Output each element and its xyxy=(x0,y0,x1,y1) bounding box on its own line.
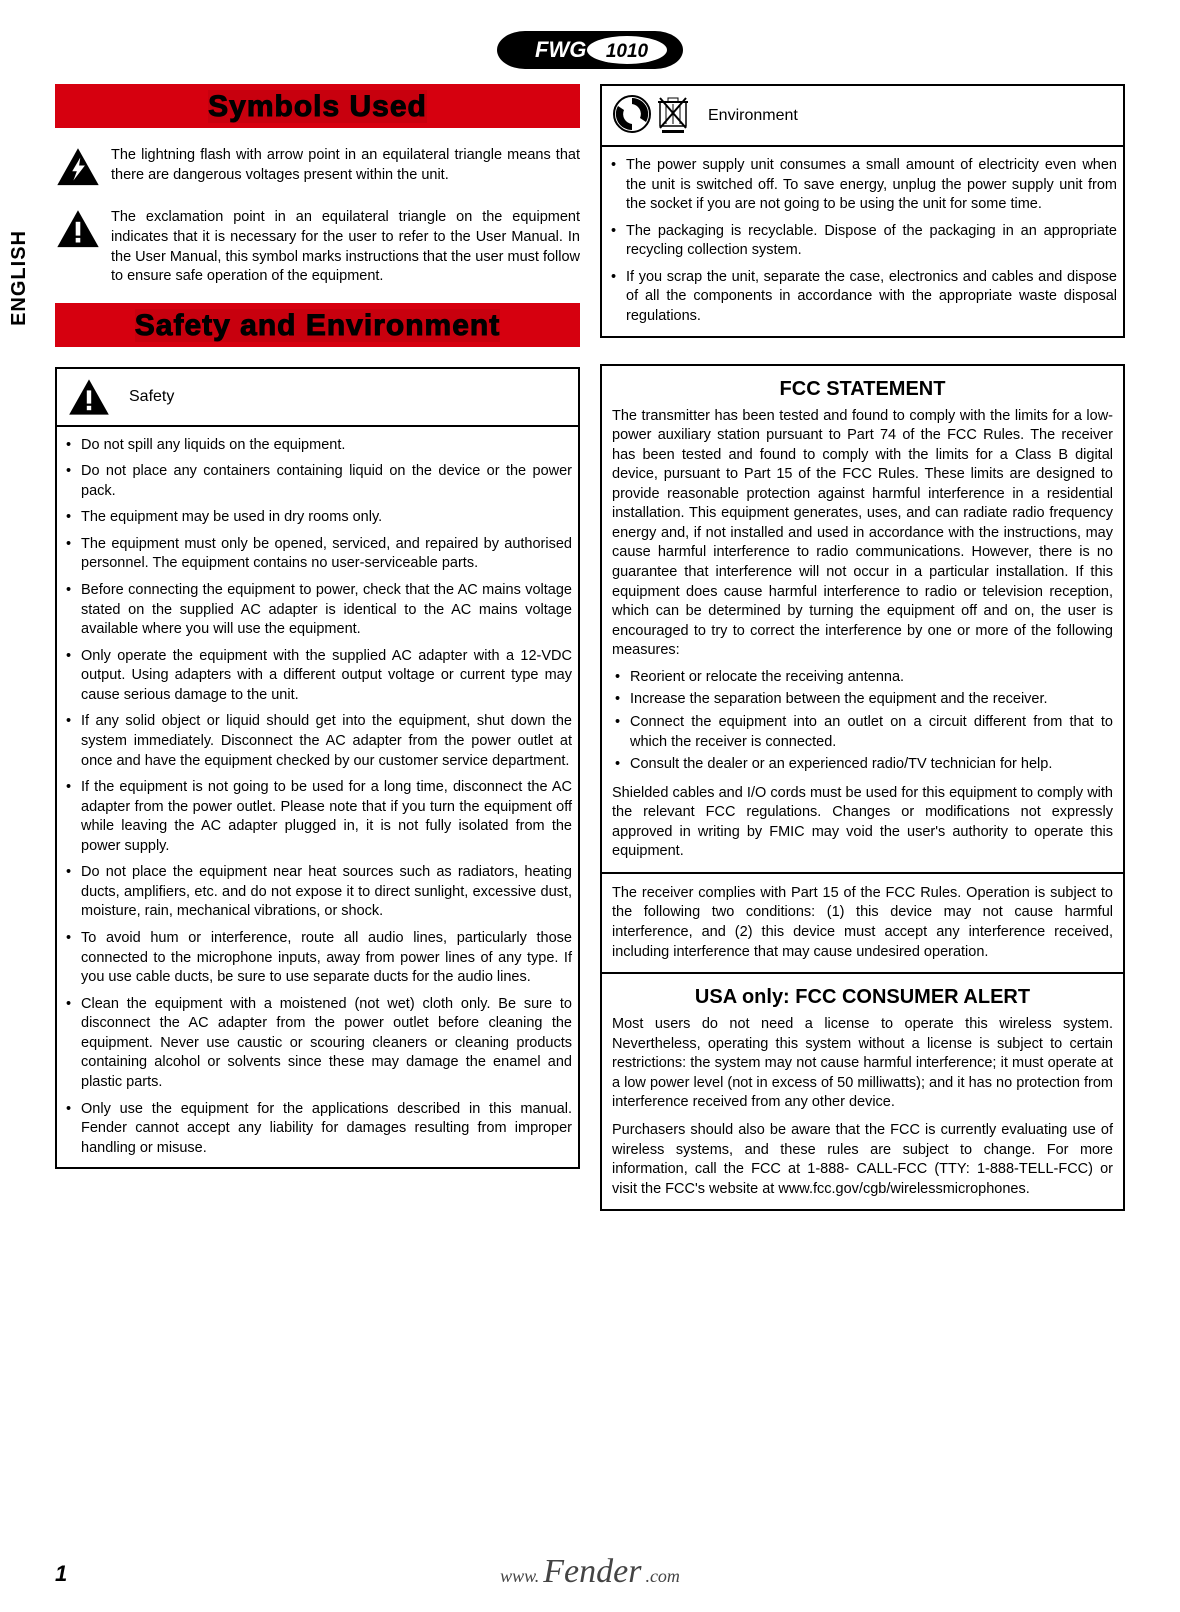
list-item: Before connecting the equipment to power… xyxy=(63,581,572,640)
svg-text:1010: 1010 xyxy=(606,41,649,62)
list-item: The packaging is recyclable. Dispose of … xyxy=(608,222,1117,261)
footer-url: www. Fender .com xyxy=(500,1558,680,1587)
fcc-alert-title: USA only: FCC CONSUMER ALERT xyxy=(612,982,1113,1013)
list-item: If the equipment is not going to be used… xyxy=(63,778,572,856)
list-item: Clean the equipment with a moistened (no… xyxy=(63,995,572,1093)
list-item: Reorient or relocate the receiving anten… xyxy=(612,668,1113,688)
list-item: Do not place the equipment near heat sou… xyxy=(63,863,572,922)
fcc-alert-2: Purchasers should also be aware that the… xyxy=(612,1115,1113,1201)
symbols-used-heading: Symbols Used xyxy=(55,84,580,128)
list-item: Only operate the equipment with the supp… xyxy=(63,647,572,706)
page-number: 1 xyxy=(55,1561,67,1587)
recycle-icon xyxy=(612,94,652,137)
fcc-box: FCC STATEMENT The transmitter has been t… xyxy=(600,364,1125,1212)
list-item: Consult the dealer or an experienced rad… xyxy=(612,755,1113,775)
model-logo: FWG 1010 xyxy=(495,30,685,70)
language-side-label: ENGLISH xyxy=(8,230,31,326)
lightning-description: The lightning flash with arrow point in … xyxy=(111,146,580,185)
safety-env-heading: Safety and Environment xyxy=(55,303,580,347)
safety-box: Safety Do not spill any liquids on the e… xyxy=(55,367,580,1170)
exclaim-triangle-icon xyxy=(67,377,111,417)
environment-label: Environment xyxy=(708,107,798,125)
lightning-triangle-icon xyxy=(55,146,101,190)
list-item: Connect the equipment into an outlet on … xyxy=(612,713,1113,752)
fcc-title: FCC STATEMENT xyxy=(612,374,1113,405)
list-item: To avoid hum or interference, route all … xyxy=(63,929,572,988)
weee-bin-icon xyxy=(656,94,690,137)
brand-script: Fender xyxy=(543,1558,641,1585)
list-item: Only use the equipment for the applicati… xyxy=(63,1100,572,1159)
exclaim-description: The exclamation point in an equilateral … xyxy=(111,208,580,286)
list-item: The equipment must only be opened, servi… xyxy=(63,535,572,574)
list-item: Increase the separation between the equi… xyxy=(612,690,1113,710)
fcc-body-2: Shielded cables and I/O cords must be us… xyxy=(612,780,1113,864)
fcc-measures-list: Reorient or relocate the receiving anten… xyxy=(612,663,1113,780)
svg-text:FWG: FWG xyxy=(535,37,586,62)
exclaim-triangle-icon xyxy=(55,208,101,252)
list-item: Do not place any containers containing l… xyxy=(63,462,572,501)
list-item: If you scrap the unit, separate the case… xyxy=(608,268,1117,327)
fcc-alert-1: Most users do not need a license to oper… xyxy=(612,1013,1113,1115)
safety-label: Safety xyxy=(129,388,174,406)
list-item: Do not spill any liquids on the equipmen… xyxy=(63,436,572,456)
safety-list: Do not spill any liquids on the equipmen… xyxy=(57,427,578,1168)
fcc-body-3: The receiver complies with Part 15 of th… xyxy=(612,882,1113,964)
environment-list: The power supply unit consumes a small a… xyxy=(602,147,1123,336)
list-item: If any solid object or liquid should get… xyxy=(63,712,572,771)
list-item: The equipment may be used in dry rooms o… xyxy=(63,508,572,528)
list-item: The power supply unit consumes a small a… xyxy=(608,156,1117,215)
fcc-body-1: The transmitter has been tested and foun… xyxy=(612,405,1113,663)
environment-box: Environment The power supply unit consum… xyxy=(600,84,1125,338)
